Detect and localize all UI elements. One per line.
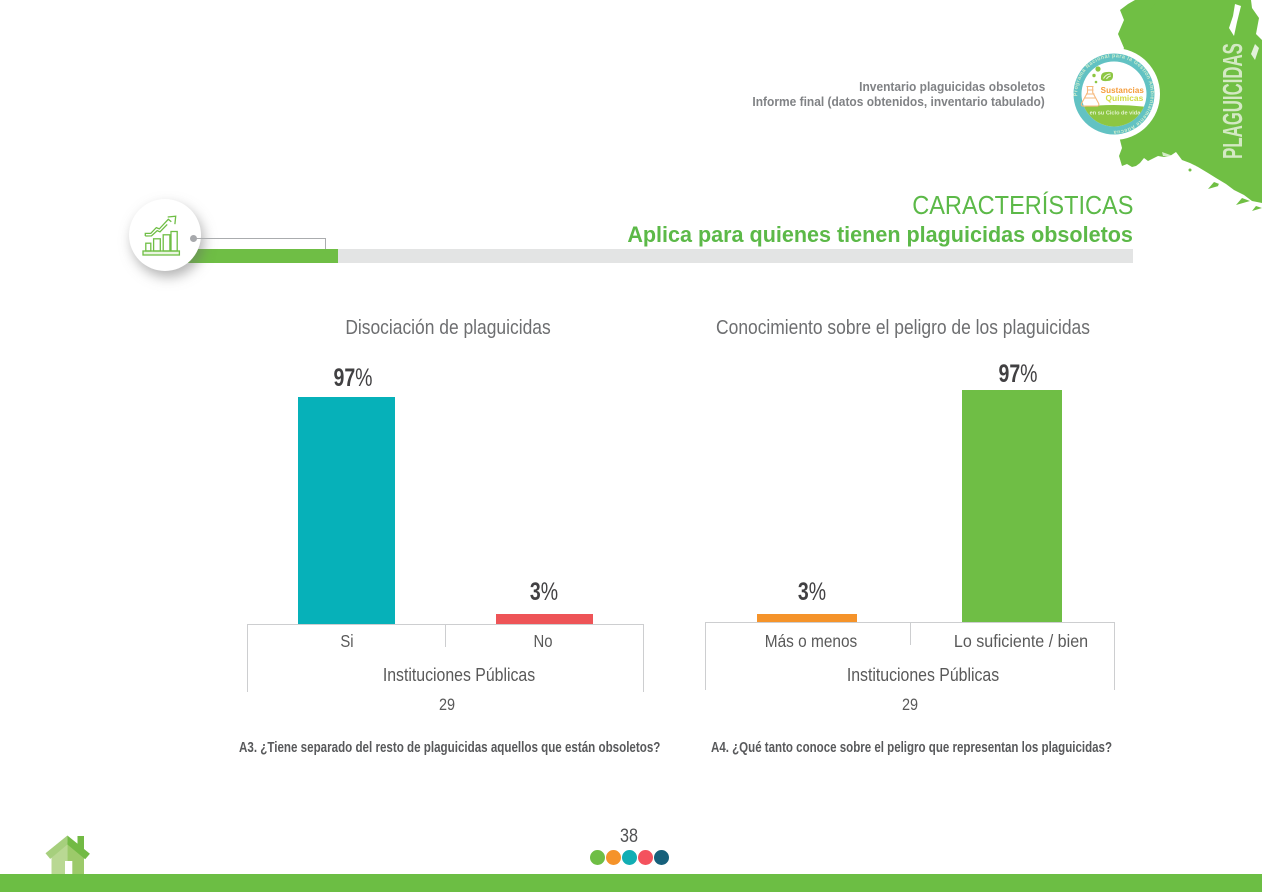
svg-text:Químicas: Químicas [1106, 93, 1144, 103]
svg-text:en su Ciclo de vida: en su Ciclo de vida [1090, 111, 1142, 117]
svg-text:Sustancias: Sustancias [1101, 86, 1145, 95]
